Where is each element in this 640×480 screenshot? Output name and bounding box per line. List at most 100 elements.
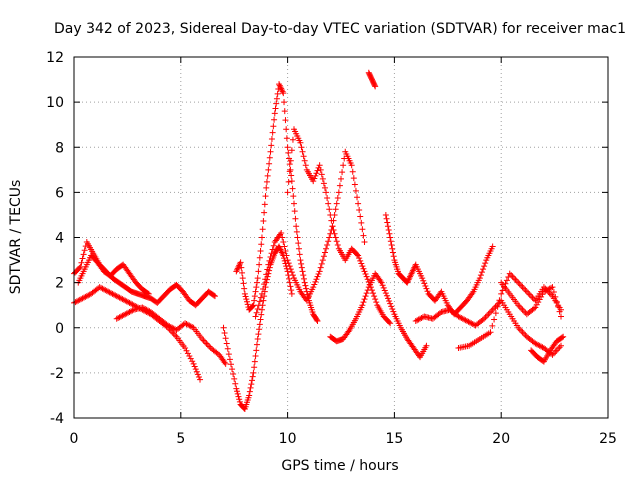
data-point	[348, 162, 355, 169]
data-point	[286, 279, 293, 286]
data-point	[560, 333, 567, 340]
data-point	[297, 257, 304, 264]
data-point	[269, 129, 276, 136]
data-point	[145, 290, 152, 297]
series-track-10	[365, 69, 379, 90]
series-track-7	[252, 148, 368, 320]
data-series	[71, 69, 567, 412]
data-point	[390, 253, 397, 260]
data-point	[279, 234, 286, 241]
data-point	[281, 99, 288, 106]
x-tick-label: 0	[70, 431, 79, 447]
data-point	[236, 398, 243, 405]
data-point	[222, 335, 229, 342]
data-point	[270, 242, 277, 249]
data-point	[286, 275, 293, 282]
data-point	[281, 243, 288, 250]
data-point	[211, 293, 218, 300]
data-point	[298, 144, 305, 151]
data-point	[239, 275, 246, 282]
data-point	[298, 264, 305, 271]
x-tick-label: 10	[279, 431, 297, 447]
series-track-15	[528, 333, 567, 365]
data-point	[247, 384, 254, 391]
series-track-3	[75, 252, 152, 297]
data-point	[258, 234, 265, 241]
data-point	[389, 305, 396, 312]
data-point	[231, 375, 238, 382]
data-point	[535, 299, 542, 306]
data-point	[386, 230, 393, 237]
data-point	[273, 100, 280, 107]
data-point	[334, 195, 341, 202]
data-point	[558, 313, 565, 320]
data-point	[266, 160, 273, 167]
data-point	[253, 284, 260, 291]
data-point	[482, 314, 489, 321]
data-point	[258, 311, 265, 318]
data-point	[550, 289, 557, 296]
data-point	[282, 117, 289, 124]
data-point	[284, 189, 291, 196]
data-point	[476, 275, 483, 282]
data-point	[423, 285, 430, 292]
data-point	[310, 284, 317, 291]
data-point	[360, 232, 367, 239]
data-point	[299, 268, 306, 275]
data-point	[314, 317, 321, 324]
data-point	[316, 268, 323, 275]
data-point	[192, 366, 199, 373]
data-point	[530, 296, 537, 303]
data-point	[258, 241, 265, 248]
data-point	[290, 193, 297, 200]
data-point	[318, 171, 325, 178]
data-point	[558, 342, 565, 349]
data-point	[489, 322, 496, 329]
data-point	[355, 200, 362, 207]
data-point	[197, 376, 204, 383]
data-point	[519, 306, 526, 313]
data-point	[298, 260, 305, 267]
data-point	[182, 345, 189, 352]
data-point	[371, 293, 378, 300]
data-point	[386, 319, 393, 326]
data-point	[264, 172, 271, 179]
data-point	[320, 180, 327, 187]
data-point	[319, 257, 326, 264]
data-point	[260, 297, 267, 304]
data-point	[386, 298, 393, 305]
x-axis-tick-labels: 0 5 10 15 20 25	[70, 431, 617, 447]
data-point	[313, 316, 320, 323]
data-point	[323, 189, 330, 196]
data-point	[289, 185, 296, 192]
data-point	[187, 355, 194, 362]
data-point	[258, 290, 265, 297]
data-point	[311, 175, 318, 182]
data-point	[532, 304, 539, 311]
data-point	[281, 257, 288, 264]
data-point	[256, 326, 263, 333]
data-point	[284, 144, 291, 151]
series-track-13	[455, 270, 565, 352]
series-track-1	[71, 239, 218, 309]
data-point	[319, 175, 326, 182]
data-point	[315, 270, 322, 277]
data-point	[170, 330, 177, 337]
data-point	[268, 135, 275, 142]
data-point	[323, 245, 330, 252]
data-point	[300, 153, 307, 160]
data-point	[496, 297, 503, 304]
data-point	[272, 105, 279, 112]
data-point	[523, 288, 530, 295]
x-tick-label: 25	[599, 431, 617, 447]
data-point	[263, 184, 270, 191]
data-point	[384, 219, 391, 226]
data-point	[538, 293, 545, 300]
data-point	[253, 279, 260, 286]
data-point	[230, 371, 237, 378]
data-point	[300, 275, 307, 282]
y-tick-label: -4	[50, 411, 64, 427]
y-tick-label: 8	[55, 140, 64, 156]
data-point	[283, 126, 290, 133]
data-point	[255, 331, 262, 338]
